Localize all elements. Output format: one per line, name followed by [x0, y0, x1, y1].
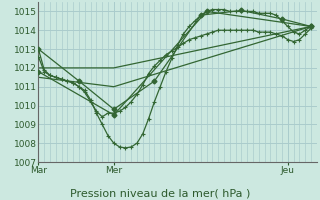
Text: Pression niveau de la mer( hPa ): Pression niveau de la mer( hPa ): [70, 188, 250, 198]
